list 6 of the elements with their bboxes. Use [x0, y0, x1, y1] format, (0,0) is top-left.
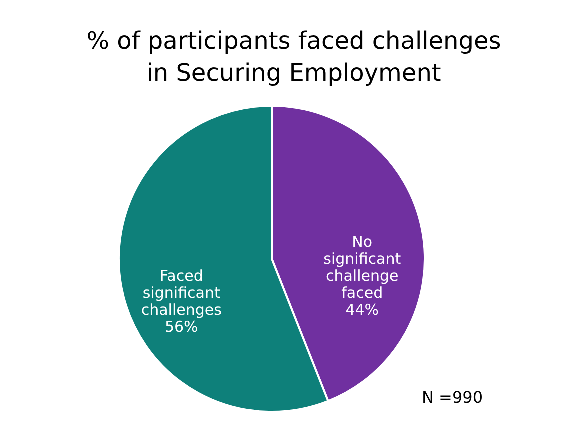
text: N =990	[422, 388, 483, 407]
slice-label: Faced significant challenges	[141, 267, 222, 320]
slice-label: No significant challenge faced	[324, 232, 402, 302]
data-label: 44%	[346, 300, 380, 319]
data-label: 56%	[164, 318, 198, 336]
chart-title: % of participants faced challenges in Securing Employment	[86, 27, 502, 87]
